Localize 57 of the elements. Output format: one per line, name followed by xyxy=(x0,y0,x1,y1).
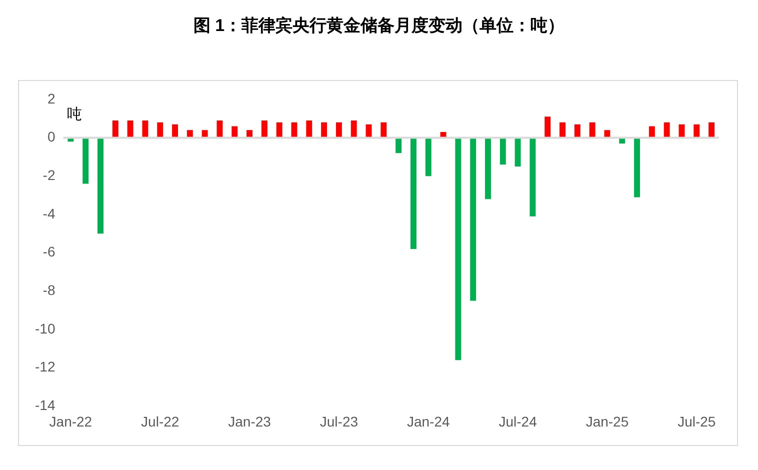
x-tick-label: Jan-22 xyxy=(49,413,92,430)
y-tick-label: -2 xyxy=(42,166,56,183)
y-tick-label: 0 xyxy=(47,128,56,145)
bar xyxy=(172,124,178,138)
bar xyxy=(350,120,357,138)
bar xyxy=(276,122,282,138)
bar xyxy=(500,138,506,165)
bar xyxy=(336,122,342,138)
bar xyxy=(142,120,148,138)
bar xyxy=(112,120,118,138)
bar xyxy=(261,120,268,138)
bar xyxy=(232,126,238,138)
y-tick-label: -14 xyxy=(35,397,56,414)
x-tick-label: Jul-25 xyxy=(678,413,716,430)
x-tick-label: Jul-24 xyxy=(498,413,538,430)
bar xyxy=(589,122,596,138)
bar xyxy=(648,126,655,138)
y-axis-title: 吨 xyxy=(67,106,82,124)
bar xyxy=(410,138,416,249)
bar xyxy=(530,138,536,216)
y-tick-label: -6 xyxy=(42,244,56,260)
bar xyxy=(380,122,387,138)
bar xyxy=(82,138,89,184)
bar xyxy=(574,124,580,138)
bar xyxy=(186,130,193,138)
bar xyxy=(708,122,715,138)
bar xyxy=(470,138,476,301)
x-tick-label: Jul-22 xyxy=(141,413,180,430)
bar xyxy=(425,138,432,176)
bar xyxy=(485,138,491,200)
bar xyxy=(306,120,312,138)
x-tick-label: Jan-23 xyxy=(228,413,272,430)
bar xyxy=(321,122,328,138)
bar xyxy=(246,130,253,138)
bar xyxy=(560,122,566,138)
bar xyxy=(634,138,640,198)
bar xyxy=(544,116,551,138)
y-tick-label: -8 xyxy=(42,282,56,298)
bar xyxy=(694,124,700,138)
bar xyxy=(396,138,402,154)
y-tick-label: 2 xyxy=(47,90,56,106)
bar xyxy=(98,138,104,234)
bar xyxy=(455,138,462,360)
x-tick-label: Jan-24 xyxy=(406,413,450,430)
x-tick-label: Jul-23 xyxy=(320,413,358,430)
chart-title: 图 1：菲律宾央行黄金储备月度变动（单位：吨） xyxy=(192,15,566,37)
y-tick-label: -12 xyxy=(35,358,56,375)
bar xyxy=(514,138,521,167)
x-tick-label: Jan-25 xyxy=(586,413,629,430)
y-tick-label: -4 xyxy=(42,205,56,222)
bar xyxy=(157,122,164,138)
bar xyxy=(216,120,223,138)
y-tick-label: -10 xyxy=(35,320,56,336)
bar xyxy=(127,120,134,138)
bar xyxy=(202,130,208,138)
bar xyxy=(664,122,670,138)
bar xyxy=(604,130,610,138)
